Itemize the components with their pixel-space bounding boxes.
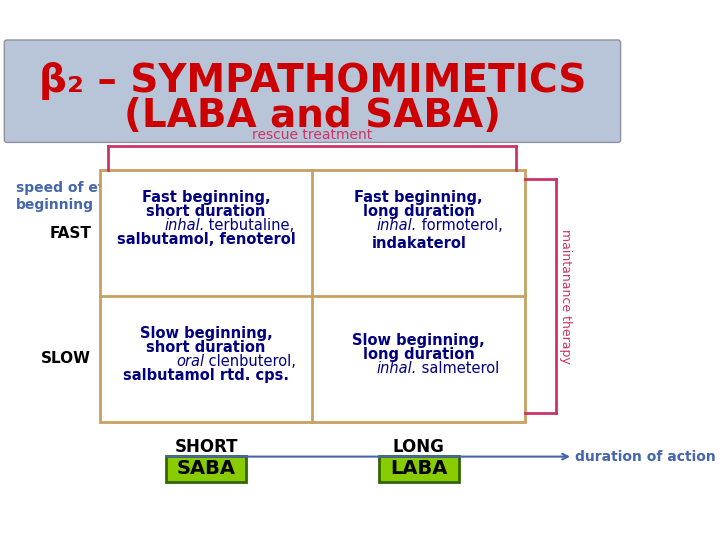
Text: short duration: short duration bbox=[146, 340, 266, 355]
FancyBboxPatch shape bbox=[166, 456, 246, 482]
Text: inhal.: inhal. bbox=[377, 361, 417, 376]
Text: salmeterol: salmeterol bbox=[417, 361, 499, 376]
Text: formoterol,: formoterol, bbox=[417, 218, 503, 233]
FancyBboxPatch shape bbox=[379, 456, 459, 482]
Text: β₂ – SYMPATHOMIMETICS: β₂ – SYMPATHOMIMETICS bbox=[39, 62, 586, 100]
Text: inhal.: inhal. bbox=[164, 218, 204, 233]
Text: indakaterol: indakaterol bbox=[372, 237, 467, 251]
Text: inhal.: inhal. bbox=[377, 218, 417, 233]
Text: Fast beginning,: Fast beginning, bbox=[142, 190, 271, 205]
Text: LONG: LONG bbox=[393, 437, 445, 456]
Text: clenbuterol,: clenbuterol, bbox=[204, 354, 297, 369]
Text: LABA: LABA bbox=[390, 459, 448, 478]
Text: SLOW: SLOW bbox=[41, 352, 91, 367]
Text: salbutamol, fenoterol: salbutamol, fenoterol bbox=[117, 232, 295, 247]
Text: long duration: long duration bbox=[363, 347, 474, 362]
FancyBboxPatch shape bbox=[0, 33, 628, 507]
FancyBboxPatch shape bbox=[4, 40, 621, 143]
Text: speed of effect
beginning: speed of effect beginning bbox=[16, 181, 134, 212]
FancyBboxPatch shape bbox=[100, 170, 525, 422]
Text: Slow beginning,: Slow beginning, bbox=[140, 326, 272, 341]
Text: terbutaline,: terbutaline, bbox=[204, 218, 294, 233]
Text: SHORT: SHORT bbox=[174, 437, 238, 456]
Text: Slow beginning,: Slow beginning, bbox=[352, 333, 485, 348]
Text: rescue treatment: rescue treatment bbox=[252, 129, 372, 143]
Text: duration of action: duration of action bbox=[575, 450, 716, 464]
Text: Fast beginning,: Fast beginning, bbox=[354, 190, 483, 205]
Text: oral: oral bbox=[176, 354, 204, 369]
Text: SABA: SABA bbox=[176, 459, 235, 478]
Text: long duration: long duration bbox=[363, 204, 474, 219]
Text: salbutamol rtd. cps.: salbutamol rtd. cps. bbox=[123, 368, 289, 383]
Text: short duration: short duration bbox=[146, 204, 266, 219]
Text: maintanance therapy: maintanance therapy bbox=[559, 228, 572, 363]
Text: (LABA and SABA): (LABA and SABA) bbox=[124, 97, 501, 134]
Text: FAST: FAST bbox=[49, 226, 91, 241]
